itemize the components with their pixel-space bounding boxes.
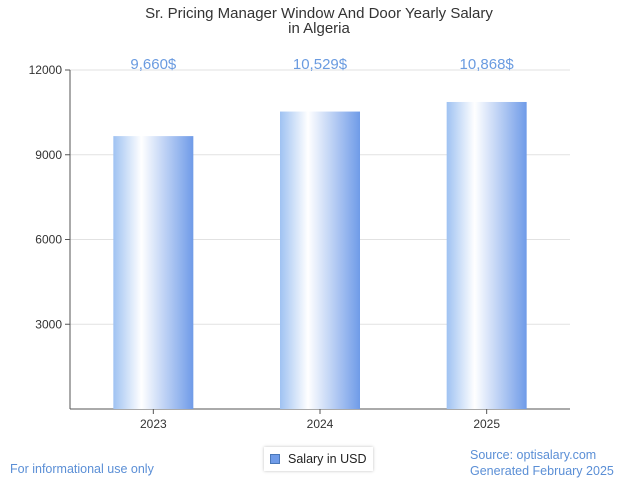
x-tick-label: 2025 <box>473 417 500 431</box>
y-tick-label: 6000 <box>35 233 62 247</box>
generated-text: Generated February 2025 <box>470 464 614 478</box>
labels: 3000 6000 9000 12000 2023 9,660$ 2024 10,529$ 20… <box>29 56 515 431</box>
informational-note: For informational use only <box>10 462 154 476</box>
bar <box>280 111 360 409</box>
y-tick-label: 9000 <box>35 148 62 162</box>
legend-swatch <box>270 454 280 464</box>
bar-value-label: 10,868$ <box>460 56 515 73</box>
y-tick-label: 12000 <box>29 63 63 77</box>
y-tick-label: 3000 <box>35 317 62 331</box>
source-block: Source: optisalary.com Generated Februar… <box>470 447 614 479</box>
legend-label: Salary in USD <box>288 452 367 466</box>
bar-value-label: 10,529$ <box>293 56 348 73</box>
bar-value-label: 9,660$ <box>130 56 177 73</box>
legend[interactable]: Salary in USD <box>264 447 373 471</box>
source-text: Source: optisalary.com <box>470 448 597 462</box>
chart-title-line-2: in Algeria <box>288 20 350 37</box>
x-tick-label: 2023 <box>140 417 167 431</box>
chart-title-line-1: Sr. Pricing Manager Window And Door Year… <box>145 5 493 22</box>
bars <box>113 101 527 410</box>
bar <box>446 101 527 409</box>
bar <box>113 136 194 410</box>
x-tick-label: 2024 <box>307 417 334 431</box>
